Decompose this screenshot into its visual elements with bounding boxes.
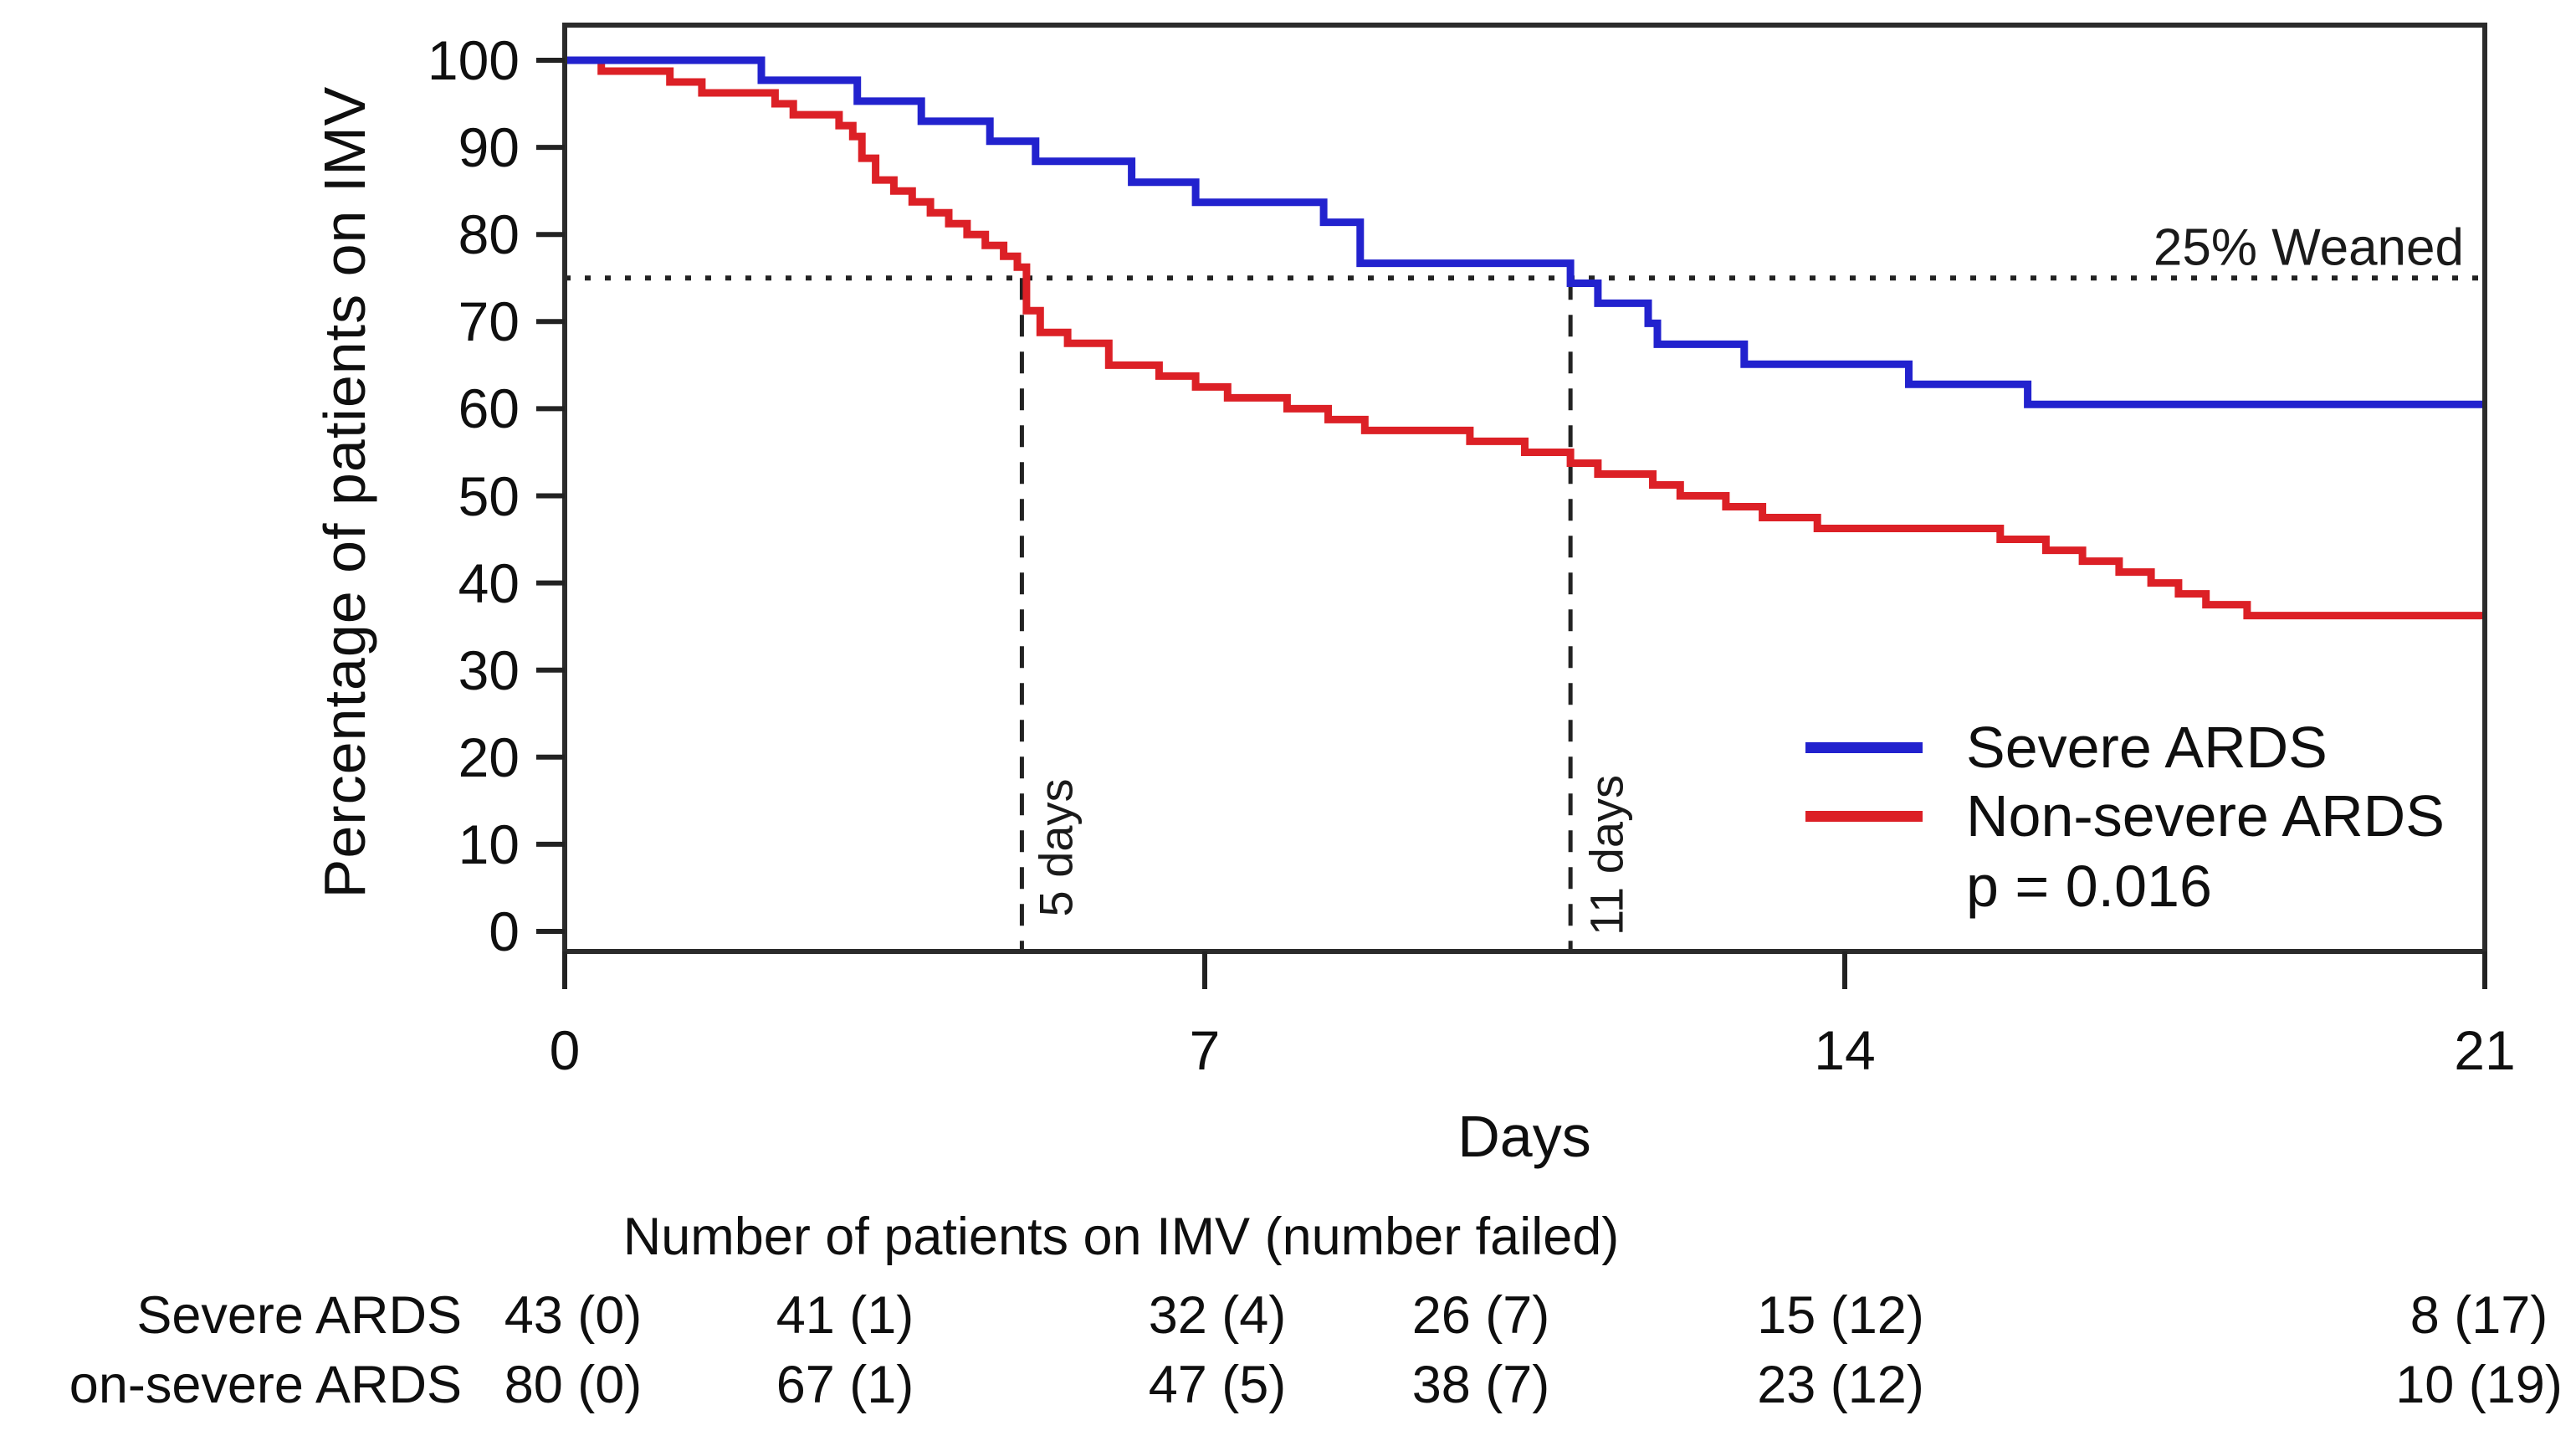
risk-table-cell: 26 (7) <box>1411 1286 1550 1345</box>
risk-table-cell: 8 (17) <box>2410 1286 2548 1345</box>
y-tick-label: 50 <box>458 464 520 527</box>
y-axis-title: Percentage of patients on IMV <box>312 85 377 899</box>
vline-11days-label: 11 days <box>1580 775 1633 936</box>
survival-curves <box>565 56 2485 620</box>
y-tick-label: 60 <box>458 377 520 440</box>
weaned-threshold-label: 25% Weaned <box>2153 218 2464 277</box>
y-tick-label: 80 <box>458 203 520 266</box>
risk-table-cell: 15 (12) <box>1757 1286 1924 1345</box>
x-axis-title: Days <box>1457 1104 1591 1169</box>
legend-label-nonsevere: Non-severe ARDS <box>1966 783 2445 849</box>
y-tick-label: 100 <box>427 29 520 91</box>
risk-table-cell: 32 (4) <box>1148 1286 1287 1345</box>
x-tick-label: 21 <box>2454 1019 2516 1081</box>
legend-item-severe: Severe ARDS <box>1799 713 2485 782</box>
y-tick-label: 0 <box>489 900 520 962</box>
risk-table-cell: 23 (12) <box>1757 1356 1924 1414</box>
legend: Severe ARDS Non-severe ARDS p = 0.016 <box>1799 713 2485 922</box>
axis-ticks <box>536 58 2487 989</box>
risk-table-cell: 80 (0) <box>504 1356 643 1414</box>
y-tick-label: 90 <box>458 116 520 179</box>
plot-frame <box>562 23 2487 954</box>
risk-table-cell: 47 (5) <box>1148 1356 1287 1414</box>
x-tick-label: 7 <box>1189 1019 1221 1081</box>
risk-table-cell: 38 (7) <box>1411 1356 1550 1414</box>
risk-table-cell: 10 (19) <box>2395 1356 2563 1414</box>
y-tick-label: 30 <box>458 638 520 701</box>
p-value-label: p = 0.016 <box>1966 854 2212 919</box>
risk-table-cell: 41 (1) <box>776 1286 914 1345</box>
vline-5days-label: 5 days <box>1029 778 1083 917</box>
risk-table-title: Number of patients on IMV (number failed… <box>622 1208 1620 1266</box>
y-tick-label: 20 <box>458 726 520 788</box>
nonsevere-ards-line-swatch <box>1805 810 1923 822</box>
risk-table-cell: 43 (0) <box>504 1286 643 1345</box>
risk-table-rowlabel-severe: Severe ARDS <box>136 1286 462 1345</box>
severe-ards-line-swatch <box>1805 741 1923 753</box>
x-tick-label: 0 <box>549 1019 581 1081</box>
risk-table-rowlabel-nonsevere: on-severe ARDS <box>69 1356 462 1414</box>
y-tick-label: 10 <box>458 813 520 875</box>
reference-lines <box>565 275 2485 951</box>
severe-ards-curve <box>565 56 2485 408</box>
y-tick-label: 40 <box>458 551 520 614</box>
nonsevere-ards-curve <box>565 56 2485 620</box>
legend-item-nonsevere: Non-severe ARDS <box>1799 782 2485 850</box>
y-tick-label: 70 <box>458 290 520 353</box>
risk-table-cell: 67 (1) <box>776 1356 914 1414</box>
x-tick-label: 14 <box>1814 1019 1876 1081</box>
legend-label-severe: Severe ARDS <box>1966 715 2328 780</box>
